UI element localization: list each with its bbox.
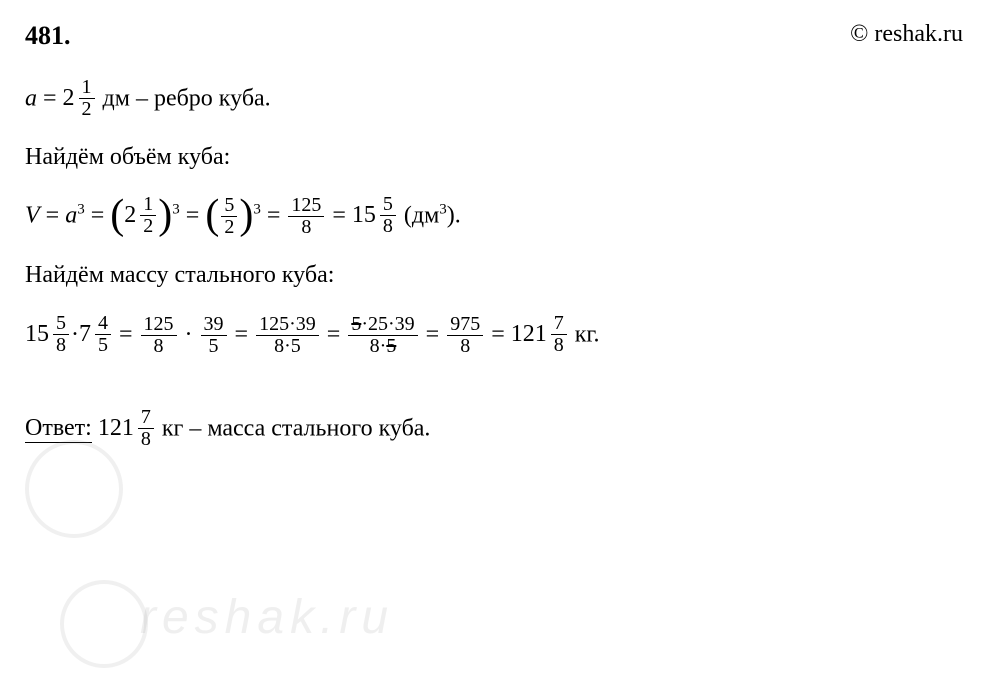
watermark-text: reshak.ru [140,580,394,657]
header: 481. © reshak.ru [25,15,963,57]
find-mass-label: Найдём массу стального куба: [25,256,963,294]
answer-label: Ответ: [25,415,92,443]
given-line: a = 212 дм – ребро куба. [25,77,963,120]
problem-number: 481. [25,15,71,57]
var-a: a [25,85,37,111]
mass-equation: 1558·745 = 1258 · 395 = 125·398·5 = 5·25… [25,313,963,357]
watermark-circle [60,580,148,668]
volume-equation: V = a3 = (212)3 = (52)3 = 1258 = 1558 (д… [25,194,963,238]
find-volume-label: Найдём объём куба: [25,138,963,176]
mixed-fraction: 212 [63,77,97,120]
copyright: © reshak.ru [850,15,963,53]
watermark-circle [25,440,123,538]
var-V: V [25,202,40,228]
answer-line: Ответ: 12178 кг – масса стального куба. [25,407,963,450]
